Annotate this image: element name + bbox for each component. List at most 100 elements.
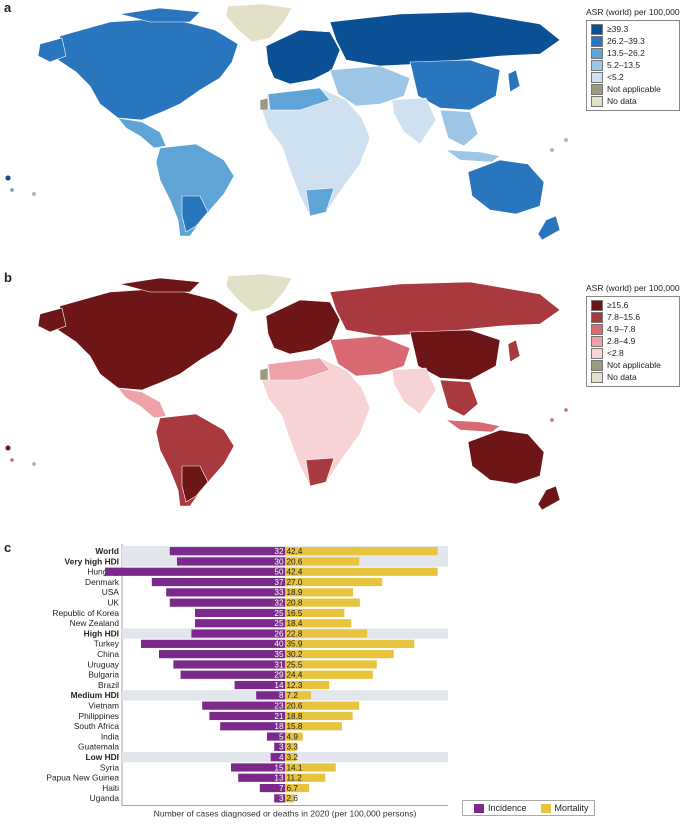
map-south-america xyxy=(155,143,235,237)
map-b-legend-swatch xyxy=(591,336,603,347)
map-alaska xyxy=(37,37,67,63)
incidence-bar xyxy=(105,567,285,576)
map-a-legend-swatch xyxy=(591,36,603,47)
category-label: Hungary xyxy=(87,567,119,577)
mortality-value-label: 20.6 xyxy=(287,557,303,566)
category-label: Bulgaria xyxy=(88,670,119,680)
map-russia xyxy=(329,11,561,67)
map-b-legend-swatch xyxy=(591,312,603,323)
map-b-legend-item: No data xyxy=(591,372,675,384)
mortality-bar xyxy=(285,608,345,618)
map-south-asia xyxy=(391,367,437,415)
map-b-legend-item: 4.9–7.8 xyxy=(591,324,675,336)
mortality-value-label: 27.0 xyxy=(287,578,303,587)
incidence-value-label: 35 xyxy=(274,650,284,659)
incidence-bar xyxy=(169,547,285,556)
incidence-bar xyxy=(151,577,285,587)
mortality-bar xyxy=(285,598,360,607)
incidence-bar xyxy=(202,701,285,710)
legend-swatch-incidence xyxy=(474,803,484,813)
mortality-bar xyxy=(285,773,326,782)
incidence-value-label: 8 xyxy=(279,691,284,700)
mortality-bar xyxy=(285,557,360,566)
map-indonesia xyxy=(444,419,501,433)
map-indonesia xyxy=(444,149,501,163)
map-a-legend-item: No data xyxy=(591,96,675,108)
mortality-value-label: 20.8 xyxy=(287,599,303,608)
map-greenland xyxy=(225,3,293,43)
map-north-africa xyxy=(267,87,331,111)
legend-a-title: ASR (world) per 100,000 xyxy=(586,7,680,17)
incidence-bar xyxy=(166,588,285,597)
mortality-bar xyxy=(285,670,373,679)
incidence-bar xyxy=(195,608,285,618)
mortality-bar xyxy=(285,722,342,731)
mortality-value-label: 18.8 xyxy=(287,712,303,721)
map-b-legend-swatch xyxy=(591,348,603,359)
category-label: High HDI xyxy=(84,628,119,638)
incidence-value-label: 7 xyxy=(279,784,284,793)
map-western-sahara xyxy=(259,367,269,381)
category-label: Turkey xyxy=(94,639,120,649)
panel-c-letter: c xyxy=(4,540,12,555)
mortality-bar xyxy=(285,639,415,648)
map-a-legend-swatch xyxy=(591,60,603,71)
category-label: Haiti xyxy=(102,783,119,793)
incidence-bar xyxy=(234,680,285,690)
incidence-value-label: 40 xyxy=(274,640,284,649)
category-label: Philippines xyxy=(78,711,119,721)
mortality-bar xyxy=(285,763,336,772)
incidence-value-label: 23 xyxy=(274,702,284,711)
map-south-america xyxy=(155,413,235,507)
map-argentina xyxy=(181,195,209,233)
mortality-bar xyxy=(285,732,303,741)
category-label: World xyxy=(95,546,119,556)
map-australia xyxy=(467,429,545,485)
incidence-value-label: 18 xyxy=(274,722,284,731)
map-argentina xyxy=(181,465,209,503)
mortality-value-label: 2.6 xyxy=(287,794,299,803)
incidence-value-label: 31 xyxy=(274,660,284,669)
bar-chart-legend: Incidence Mortality xyxy=(462,800,595,816)
mortality-value-label: 6.7 xyxy=(287,784,299,793)
map-a-legend-item: <5.2 xyxy=(591,72,675,84)
incidence-value-label: 5 xyxy=(279,732,284,741)
map-b-legend-label: Not applicable xyxy=(607,360,661,371)
legend-b-title: ASR (world) per 100,000 xyxy=(586,283,680,293)
incidence-bar xyxy=(141,639,285,648)
incidence-value-label: 3 xyxy=(279,794,284,803)
map-new-zealand xyxy=(537,485,561,511)
mortality-bar xyxy=(285,577,383,587)
incidence-bar xyxy=(274,742,285,751)
incidence-value-label: 37 xyxy=(274,578,284,587)
map-b-legend-swatch xyxy=(591,300,603,311)
incidence-value-label: 25 xyxy=(274,619,284,628)
mortality-value-label: 18.9 xyxy=(287,588,303,597)
map-central-america xyxy=(117,117,167,149)
legend-panel-b: ASR (world) per 100,000 ≥15.6 7.8–15.6 4.9… xyxy=(586,284,680,387)
mortality-value-label: 18.4 xyxy=(287,619,303,628)
map-b-legend-swatch xyxy=(591,324,603,335)
map-japan xyxy=(507,339,521,363)
map-b-legend-item: 7.8–15.6 xyxy=(591,312,675,324)
category-label: Republic of Korea xyxy=(52,608,119,618)
mortality-bar xyxy=(285,567,438,576)
map-southern-africa xyxy=(305,457,335,487)
incidence-value-label: 14 xyxy=(274,681,284,690)
map-b-legend-label: ≥15.6 xyxy=(607,300,629,311)
mortality-bar xyxy=(285,701,360,710)
category-label: Very high HDI xyxy=(65,556,119,566)
map-europe xyxy=(265,29,341,85)
category-label: Uganda xyxy=(90,793,120,803)
incidence-bar xyxy=(238,773,285,782)
incidence-value-label: 33 xyxy=(274,588,284,597)
category-label: Brazil xyxy=(98,680,119,690)
map-b-legend-label: 7.8–15.6 xyxy=(607,312,641,323)
map-a-legend-label: 26.2–39.3 xyxy=(607,36,645,47)
mortality-value-label: 15.8 xyxy=(287,722,303,731)
map-central-america xyxy=(117,387,167,419)
mortality-value-label: 22.8 xyxy=(287,629,303,638)
incidence-value-label: 26 xyxy=(274,629,284,638)
mortality-value-label: 3.2 xyxy=(287,753,299,762)
